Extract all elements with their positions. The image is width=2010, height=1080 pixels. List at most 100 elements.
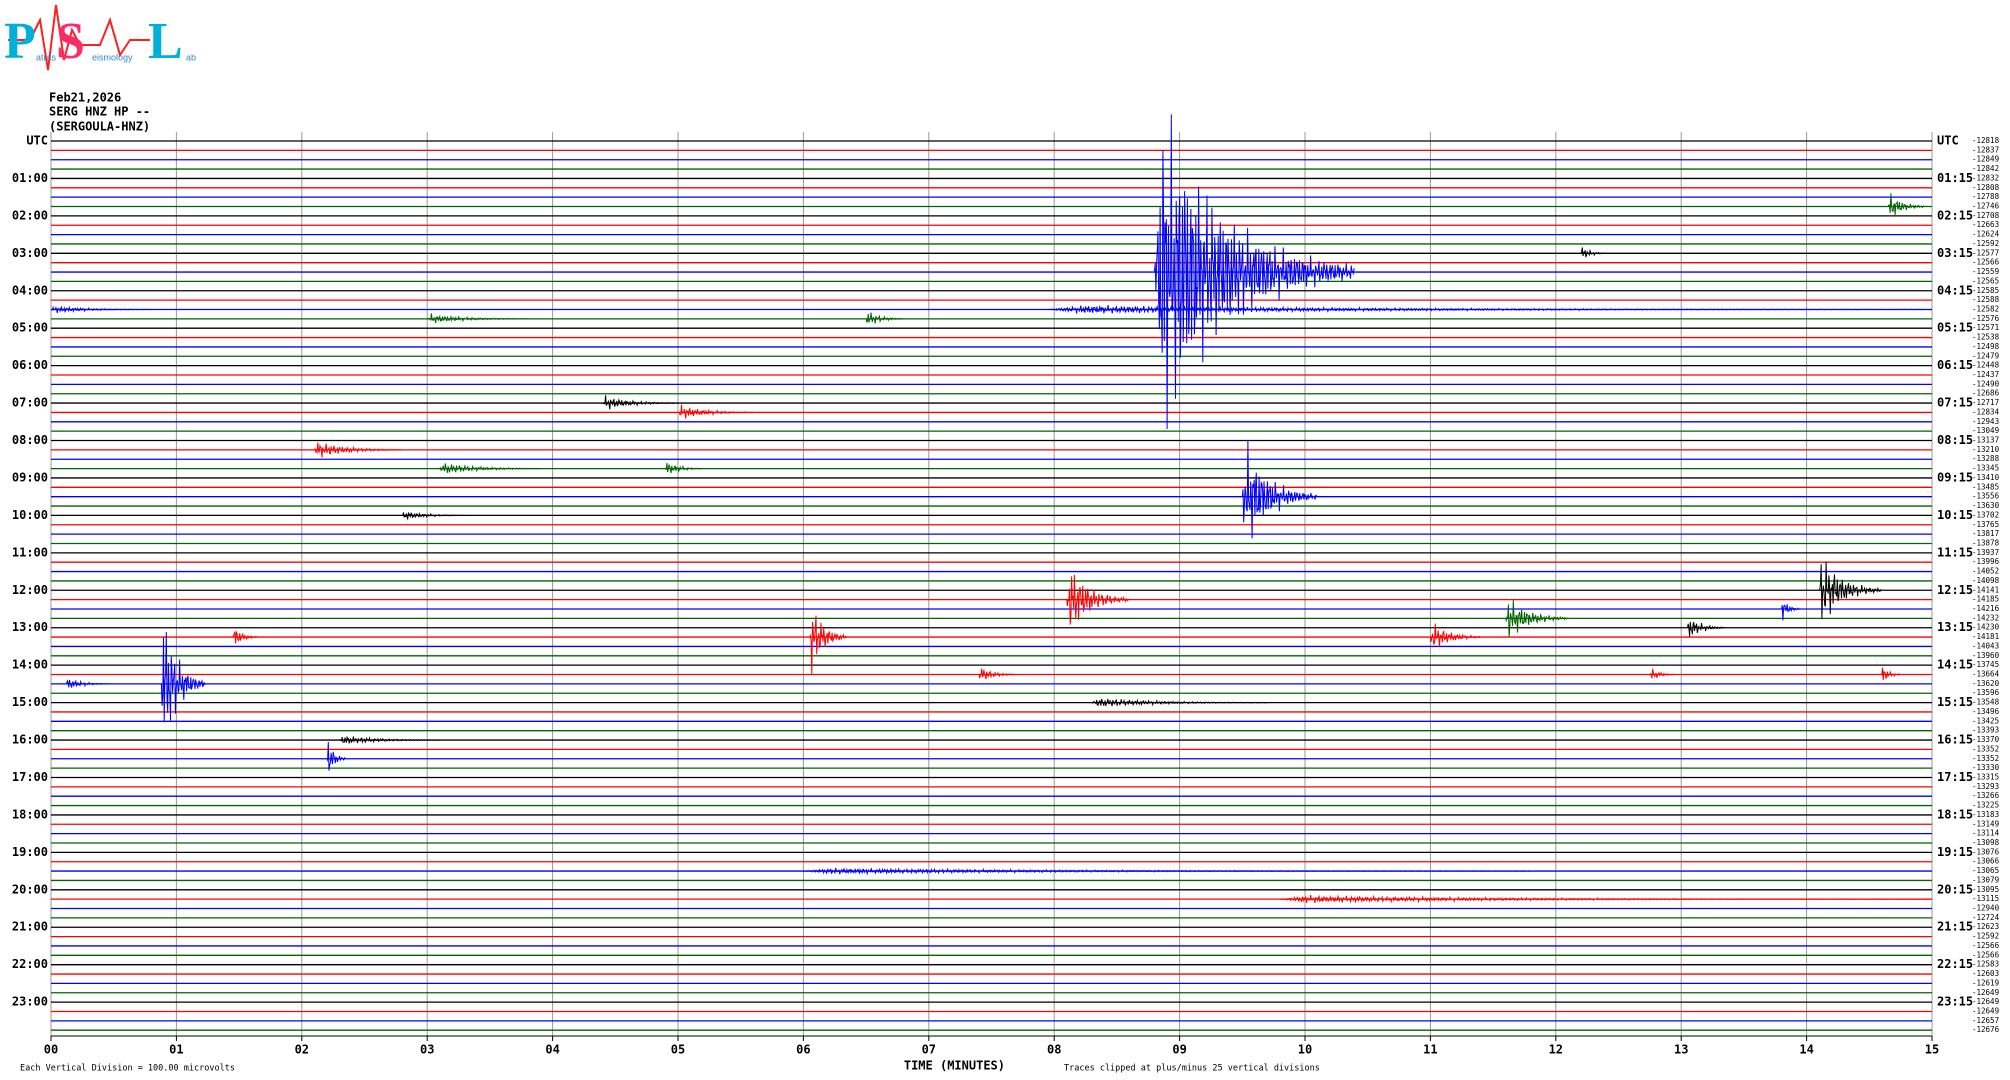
trace-offset-label: -12576: [1972, 314, 2000, 323]
trace-offset-label: -12479: [1972, 351, 1999, 360]
trace-offset-label: -12746: [1972, 202, 2000, 211]
right-time-label: 07:15: [1937, 396, 1973, 410]
trace-offset-label: -13765: [1972, 520, 1999, 529]
trace-offset-label: -14230: [1972, 623, 2000, 632]
trace-offset-label: -12788: [1972, 192, 2000, 201]
x-tick-label: 01: [169, 1043, 183, 1057]
header-date: Feb21,2026: [49, 91, 121, 105]
trace-offset-label: -12588: [1972, 295, 2000, 304]
trace-offset-label: -12583: [1972, 960, 1999, 969]
trace-offset-label: -13352: [1972, 754, 1999, 763]
trace-offset-label: -12686: [1972, 389, 2000, 398]
x-tick-label: 15: [1925, 1043, 1939, 1057]
trace-offset-label: -13049: [1972, 426, 1999, 435]
seismic-event: [1429, 623, 1481, 648]
trace-offset-label: -13288: [1972, 454, 2000, 463]
trace-offset-label: -12724: [1972, 913, 2000, 922]
trace-offset-label: -12498: [1972, 342, 2000, 351]
left-time-label: 21:00: [12, 920, 48, 934]
trace-offset-label: -13115: [1972, 894, 1999, 903]
seismic-event: [439, 463, 541, 473]
seismic-event: [160, 631, 206, 723]
trace-offset-label: -13225: [1972, 801, 1999, 810]
trace-offset-label: -12943: [1972, 417, 1999, 426]
right-time-label: 21:15: [1937, 920, 1973, 934]
trace-offset-label: -14052: [1972, 567, 1999, 576]
left-time-label: 18:00: [12, 807, 48, 821]
x-tick-label: 04: [545, 1043, 559, 1057]
left-time-label: 13:00: [12, 620, 48, 634]
trace-offset-label: -13817: [1972, 529, 1999, 538]
left-time-label: 16:00: [12, 733, 48, 747]
right-time-label: 23:15: [1937, 995, 1973, 1009]
x-axis-label: TIME (MINUTES): [904, 1059, 1005, 1073]
trace-offset-label: -13266: [1972, 791, 2000, 800]
seismic-event: [402, 511, 465, 521]
trace-offset-label: -12566: [1972, 258, 2000, 267]
right-time-label: 11:15: [1937, 545, 1973, 559]
right-time-label: 04:15: [1937, 283, 1973, 297]
trace-offset-label: -13098: [1972, 838, 2000, 847]
left-time-label: 22:00: [12, 957, 48, 971]
trace-offset-label: -13079: [1972, 875, 1999, 884]
trace-offset-label: -13996: [1972, 557, 2000, 566]
left-time-label: 01:00: [12, 171, 48, 185]
seismic-event: [1505, 600, 1569, 638]
seismic-event: [602, 395, 679, 410]
trace-offset-label: -13114: [1972, 829, 2000, 838]
seismic-event: [1241, 440, 1318, 539]
trace-offset-label: -13620: [1972, 679, 2000, 688]
x-tick-label: 11: [1423, 1043, 1437, 1057]
trace-offset-label: -12649: [1972, 997, 1999, 1006]
left-time-label: 08:00: [12, 433, 48, 447]
x-tick-label: 10: [1298, 1043, 1312, 1057]
left-time-label: 17:00: [12, 770, 48, 784]
seismic-event: [865, 312, 904, 324]
trace-offset-label: -13183: [1972, 810, 1999, 819]
trace-offset-label: -13210: [1972, 445, 2000, 454]
left-time-label: 05:00: [12, 321, 48, 335]
seismic-event: [1881, 667, 1901, 681]
trace-offset-label: -13664: [1972, 670, 2000, 679]
seismic-event: [1580, 247, 1606, 258]
trace-offset-label: -13076: [1972, 847, 2000, 856]
logo-word: ab: [186, 52, 196, 62]
trace-offset-label: -12592: [1972, 932, 1999, 941]
trace-offset-label: -13630: [1972, 501, 2000, 510]
left-time-label: 19:00: [12, 845, 48, 859]
left-time-label: 12:00: [12, 583, 48, 597]
right-time-label: 22:15: [1937, 957, 1973, 971]
trace-offset-label: -12582: [1972, 304, 1999, 313]
trace-offset-label: -14098: [1972, 576, 2000, 585]
trace-offset-label: -13095: [1972, 885, 1999, 894]
trace-offset-label: -13496: [1972, 707, 2000, 716]
trace-offset-label: -14185: [1972, 595, 1999, 604]
trace-offset-label: -12603: [1972, 969, 1999, 978]
scale-note: Each Vertical Division = 100.00 microvol…: [20, 1064, 235, 1074]
trace-offset-label: -12623: [1972, 922, 1999, 931]
trace-offset-label: -13345: [1972, 464, 1999, 473]
seismic-event: [803, 867, 1531, 876]
right-time-label: 05:15: [1937, 321, 1973, 335]
seismic-event: [1687, 620, 1725, 637]
trace-offset-label: -14216: [1972, 604, 2000, 613]
seismic-event: [313, 442, 403, 458]
x-tick-label: 09: [1172, 1043, 1186, 1057]
seismic-event: [978, 668, 1017, 680]
trace-offset-label: -12649: [1972, 988, 1999, 997]
left-time-label: 10:00: [12, 508, 48, 522]
trace-offset-label: -12657: [1972, 1016, 1999, 1025]
seismic-event: [232, 630, 258, 644]
trace-offset-label: -13937: [1972, 548, 1999, 557]
trace-offset-label: -12649: [1972, 1006, 1999, 1015]
trace-offset-label: -13293: [1972, 782, 1999, 791]
trace-offset-label: -12832: [1972, 173, 1999, 182]
seismic-event: [809, 615, 847, 675]
left-time-label: 11:00: [12, 545, 48, 559]
right-time-label: 03:15: [1937, 246, 1973, 260]
left-time-label: 15:00: [12, 695, 48, 709]
trace-offset-label: -12842: [1972, 164, 1999, 173]
trace-offset-label: -12566: [1972, 950, 2000, 959]
trace-offset-label: -13878: [1972, 538, 2000, 547]
trace-offset-label: -13330: [1972, 763, 2000, 772]
